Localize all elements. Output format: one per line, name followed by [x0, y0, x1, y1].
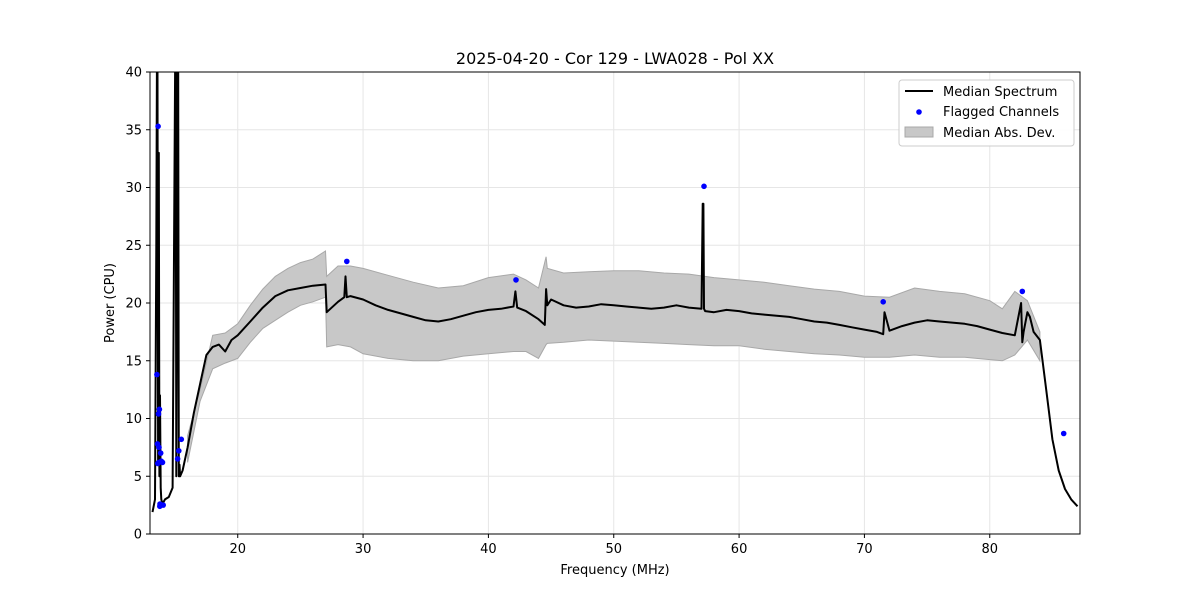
y-tick-label: 20 — [125, 297, 142, 312]
x-tick-label: 60 — [731, 542, 748, 557]
x-axis-ticks: 20 30 40 50 60 70 80 — [229, 534, 998, 557]
y-tick-label: 0 — [134, 528, 142, 543]
flagged-channel-point — [176, 448, 182, 454]
median-abs-dev-band — [187, 250, 1041, 463]
y-tick-label: 35 — [125, 123, 142, 138]
y-axis-label: Power (CPU) — [103, 263, 118, 343]
y-tick-label: 15 — [125, 354, 142, 369]
legend-flagged-label: Flagged Channels — [943, 105, 1059, 120]
median-spectrum-line — [151, 72, 1079, 513]
y-tick-label: 25 — [125, 239, 142, 254]
legend: Median Spectrum Flagged Channels Median … — [898, 79, 1075, 147]
flagged-channel-point — [155, 411, 162, 417]
x-tick-label: 40 — [480, 542, 497, 557]
flagged-channel-point — [1019, 288, 1026, 295]
flagged-channel-points — [154, 123, 1067, 510]
x-tick-label: 20 — [229, 542, 246, 557]
x-axis-label: Frequency (MHz) — [560, 563, 669, 578]
flagged-channel-point — [174, 456, 181, 462]
legend-flagged-swatch — [916, 109, 922, 115]
x-tick-label: 50 — [605, 542, 622, 557]
flagged-channel-point — [178, 436, 185, 443]
legend-mad-swatch — [904, 126, 934, 138]
flagged-channel-point — [513, 277, 519, 283]
y-tick-label: 30 — [125, 181, 142, 196]
flagged-channel-point — [160, 502, 166, 508]
x-tick-label: 80 — [981, 542, 998, 557]
x-tick-label: 30 — [355, 542, 372, 557]
flagged-channel-point — [155, 123, 161, 130]
legend-mad-label: Median Abs. Dev. — [943, 126, 1055, 141]
legend-box — [898, 79, 1075, 147]
y-tick-label: 40 — [125, 66, 142, 81]
y-axis-ticks: 0 5 10 15 20 25 30 35 40 — [125, 66, 150, 543]
flagged-channel-point — [880, 299, 886, 305]
flagged-channel-point — [154, 371, 160, 378]
chart-title: 2025-04-20 - Cor 129 - LWA028 - Pol XX — [456, 49, 774, 68]
legend-median-label: Median Spectrum — [943, 85, 1057, 100]
flagged-channel-point — [1060, 430, 1067, 437]
y-tick-label: 5 — [134, 470, 142, 485]
flagged-channel-point — [156, 444, 162, 451]
flagged-channel-point — [156, 406, 163, 413]
y-tick-label: 10 — [125, 412, 142, 427]
flagged-channel-point — [701, 183, 707, 190]
flagged-channel-point — [159, 459, 166, 466]
x-tick-label: 70 — [856, 542, 873, 557]
flagged-channel-point — [344, 258, 350, 265]
flagged-channel-point — [157, 450, 164, 456]
